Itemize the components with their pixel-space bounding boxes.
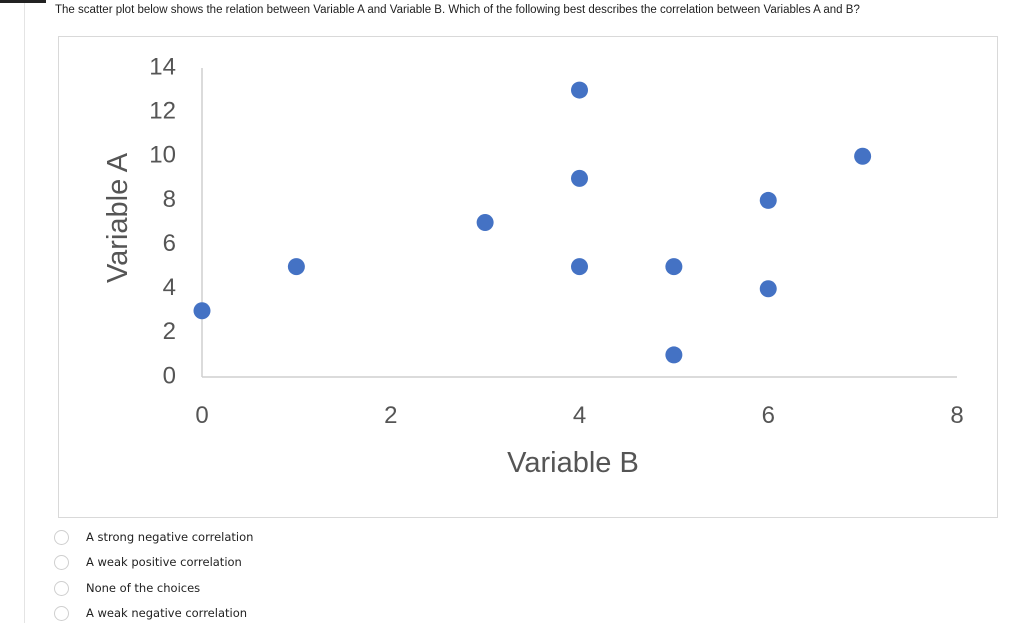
choice-label: A weak negative correlation — [86, 606, 248, 620]
data-point — [759, 280, 777, 298]
y-tick-label: 4 — [163, 274, 176, 301]
x-tick-label: 0 — [195, 402, 208, 429]
choice-label: None of the choices — [86, 581, 201, 595]
choice-none[interactable]: None of the choices — [54, 579, 374, 597]
data-point — [571, 81, 588, 99]
y-tick-label: 0 — [163, 362, 176, 389]
y-tick-label: 6 — [163, 230, 176, 257]
y-tick-label: 12 — [149, 97, 176, 124]
data-point — [571, 169, 588, 187]
y-tick-label: 8 — [163, 186, 176, 213]
x-tick-label: 4 — [573, 402, 586, 429]
radio-button[interactable] — [54, 529, 69, 545]
choice-strong-negative[interactable]: A strong negative correlation — [54, 528, 374, 546]
y-tick-label: 14 — [149, 53, 176, 80]
radio-button[interactable] — [54, 605, 69, 621]
question-text: The scatter plot below shows the relatio… — [55, 4, 860, 16]
radio-button[interactable] — [54, 554, 69, 570]
x-tick-label: 8 — [950, 402, 963, 429]
choice-label: A strong negative correlation — [86, 530, 254, 544]
y-tick-label: 10 — [149, 142, 176, 169]
data-point — [854, 147, 872, 165]
x-tick-label: 6 — [762, 402, 775, 429]
y-tick-label: 2 — [163, 318, 176, 345]
y-axis-title: Variable A — [102, 152, 134, 283]
data-point — [665, 258, 683, 276]
top-bar-mark — [0, 0, 46, 3]
scatter-plot-figure: 0 2 4 6 8 10 12 14 0 2 4 6 8 Variable B Variable A — [58, 36, 998, 518]
x-axis-title: Variable B — [507, 447, 639, 479]
data-point — [759, 191, 777, 209]
choice-weak-positive[interactable]: A weak positive correlation — [54, 553, 374, 571]
choice-label: A weak positive correlation — [86, 555, 242, 569]
data-point — [287, 258, 305, 276]
choice-weak-negative[interactable]: A weak negative correlation — [54, 604, 374, 622]
radio-button[interactable] — [54, 580, 69, 596]
left-border — [24, 0, 25, 623]
data-point — [193, 302, 211, 320]
data-point — [571, 258, 588, 276]
x-tick-label: 2 — [384, 402, 397, 429]
scatter-plot: 0 2 4 6 8 10 12 14 0 2 4 6 8 Variable B Variable A — [102, 53, 964, 479]
data-point — [476, 214, 494, 231]
data-point — [665, 346, 683, 364]
